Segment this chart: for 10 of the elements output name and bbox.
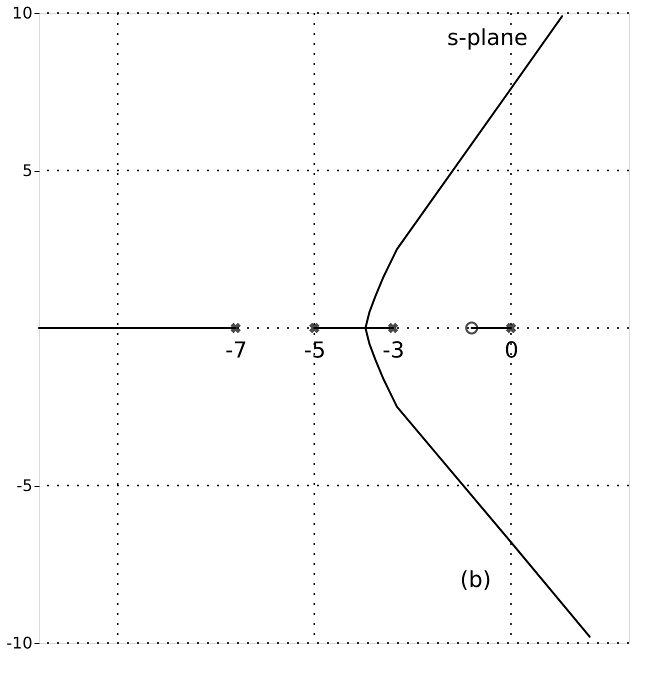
annotation: s-plane xyxy=(447,26,528,52)
x-tick-label: 0 xyxy=(504,338,518,364)
y-tick-label: -10 xyxy=(6,634,32,652)
y-tick-label: -5 xyxy=(16,476,32,495)
y-tick-label: 10 xyxy=(12,4,32,22)
y-tick-label: 5 xyxy=(22,161,32,180)
x-tick-label: -3 xyxy=(382,338,404,364)
annotation: (b) xyxy=(460,568,492,593)
x-tick-label: -5 xyxy=(304,338,326,364)
x-tick-label: -7 xyxy=(225,338,248,364)
